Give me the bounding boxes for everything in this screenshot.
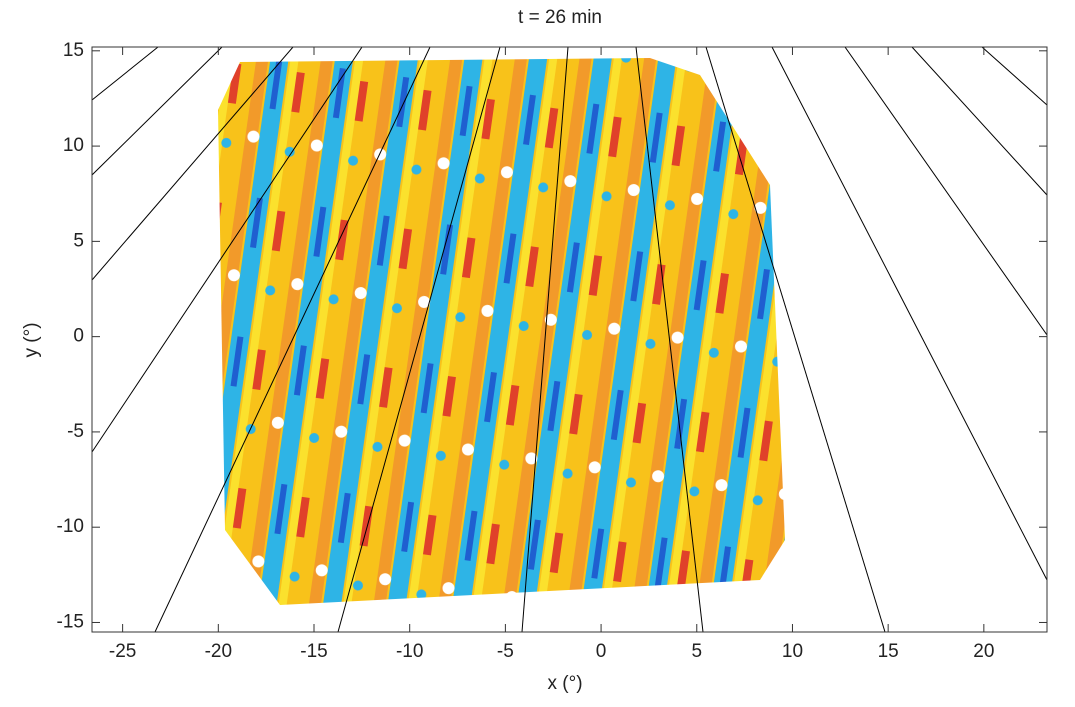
axes-frame (91, 46, 1048, 633)
projection-lines (92, 47, 1047, 632)
y-tick-label: 5 (73, 230, 84, 251)
x-tick-label: 20 (973, 641, 994, 662)
y-tick-label: 10 (63, 135, 84, 156)
y-tick-label: -15 (57, 611, 84, 632)
x-tick-label: 0 (596, 641, 607, 662)
x-tick-label: -10 (396, 641, 423, 662)
x-tick-label: 5 (691, 641, 702, 662)
y-tick-label: -10 (57, 516, 84, 537)
chart-title: t = 26 min (518, 7, 602, 28)
x-tick-label: -15 (300, 641, 327, 662)
y-tick-label: 15 (63, 40, 84, 61)
x-axis-label: x (°) (547, 673, 582, 694)
x-tick-label: -25 (109, 641, 136, 662)
y-tick-label: -5 (67, 421, 84, 442)
field-map (218, 58, 785, 605)
x-tick-label: 15 (878, 641, 899, 662)
y-axis-label: y (°) (21, 322, 42, 357)
x-tick-label: -20 (205, 641, 232, 662)
x-tick-label: -5 (497, 641, 514, 662)
y-tick-label: 0 (73, 326, 84, 347)
x-tick-label: 10 (782, 641, 803, 662)
